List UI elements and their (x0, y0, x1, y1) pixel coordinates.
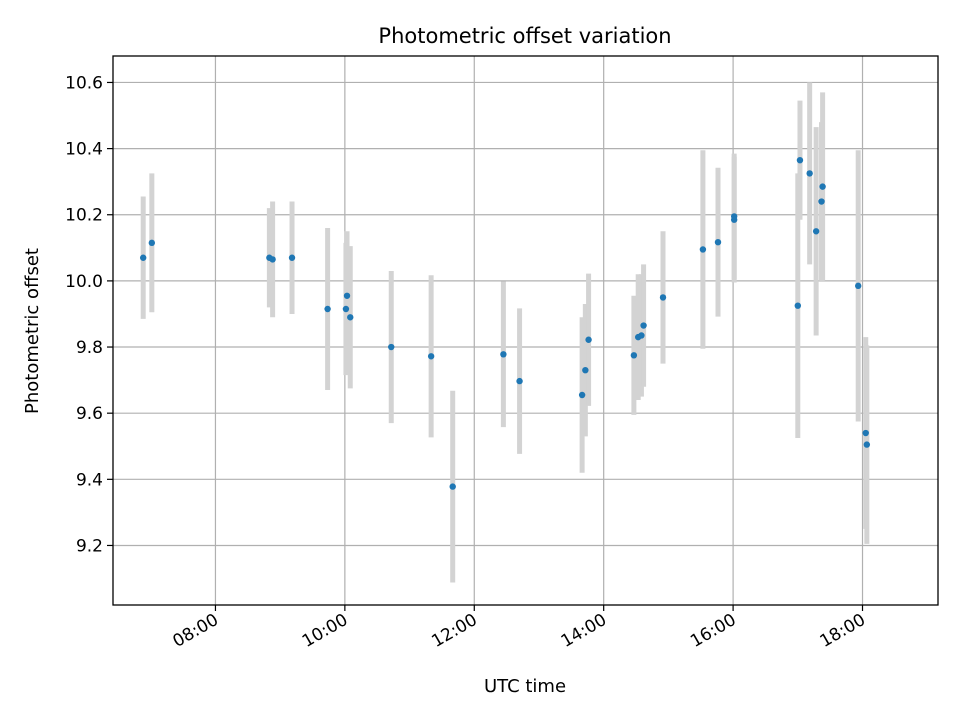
data-point (714, 238, 722, 246)
data-point (862, 429, 869, 437)
data-point (500, 351, 507, 358)
data-point (343, 292, 351, 299)
data-point (516, 377, 523, 385)
y-tick-label: 10.6 (65, 73, 103, 93)
data-point (427, 353, 435, 360)
chart-title: Photometric offset variation (378, 24, 671, 48)
data-point (449, 483, 456, 490)
data-point (582, 366, 589, 374)
data-point (288, 254, 296, 261)
data-point (324, 305, 331, 313)
data-point (659, 294, 667, 301)
x-axis-label: UTC time (484, 676, 566, 697)
data-point (148, 239, 156, 247)
data-point (347, 314, 354, 321)
data-point (640, 322, 647, 329)
data-point (699, 246, 707, 253)
data-point (630, 352, 638, 359)
y-axis-label: Photometric offset (22, 248, 43, 414)
y-tick-label: 10.4 (65, 140, 103, 160)
y-tick-label: 10.0 (65, 272, 103, 292)
data-point (578, 391, 586, 399)
y-tick-label: 9.2 (76, 536, 103, 556)
data-point (863, 441, 871, 448)
data-point (796, 156, 804, 164)
data-point (819, 183, 826, 190)
data-point (139, 254, 147, 261)
data-point (854, 282, 862, 290)
y-tick-label: 10.2 (65, 206, 103, 226)
data-point (812, 228, 820, 235)
data-point (818, 198, 825, 205)
data-point (794, 302, 802, 309)
data-point (585, 336, 592, 343)
data-point (388, 343, 395, 351)
data-point (638, 332, 645, 339)
y-tick-label: 9.8 (76, 338, 103, 358)
plot-frame (112, 55, 939, 606)
y-axis: 9.2 9.4 9.6 9.8 10.0 10.2 10.4 10.6 (65, 73, 113, 556)
y-tick-label: 9.6 (76, 404, 103, 424)
data-point (730, 213, 738, 220)
data-point (806, 170, 813, 177)
data-point (342, 305, 350, 313)
grid (113, 56, 938, 605)
data-point (269, 256, 276, 263)
y-tick-label: 9.4 (76, 470, 103, 490)
data-points (139, 156, 871, 490)
